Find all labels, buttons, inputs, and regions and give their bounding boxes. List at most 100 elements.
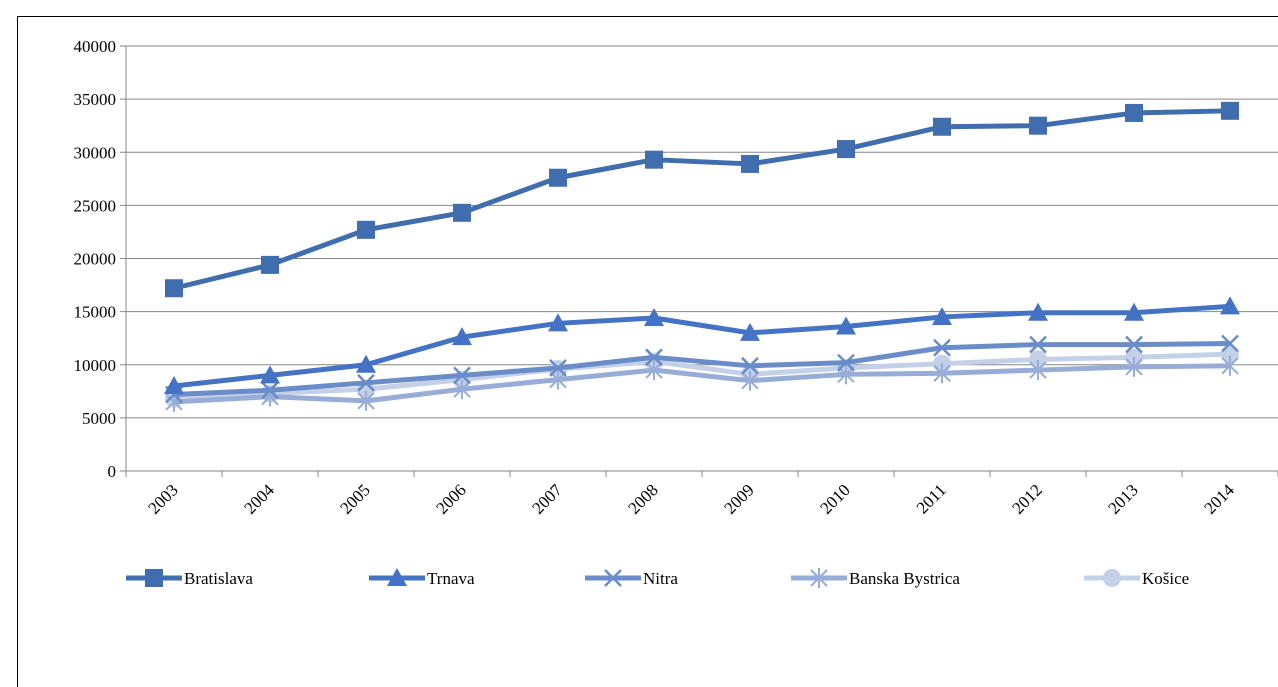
x-tick-label: 2007 — [528, 480, 566, 518]
y-tick-label: 5000 — [82, 409, 116, 428]
y-tick-label: 25000 — [74, 196, 117, 215]
legend-label: Nitra — [643, 569, 678, 588]
legend-label: Košice — [1142, 569, 1189, 588]
x-stroke — [1221, 334, 1239, 353]
series-line — [173, 303, 1231, 389]
data-point-x — [741, 356, 759, 375]
data-point-star — [741, 370, 759, 391]
data-point-x — [645, 348, 663, 367]
data-point-square — [165, 279, 183, 298]
x-tick-label: 2013 — [1104, 480, 1141, 517]
x-stroke — [357, 373, 375, 392]
x-tick-label: 2008 — [624, 480, 661, 517]
x-stroke — [933, 338, 951, 357]
data-point-triangle — [836, 316, 856, 335]
data-point-square — [453, 203, 471, 222]
data-point-square — [741, 154, 759, 173]
x-tick-labels: 2003 2004 2005 2006 2007 2008 2009 2010 2011 2012… — [144, 480, 1238, 518]
data-point-x — [604, 569, 622, 587]
data-point-x — [261, 381, 279, 400]
x-stroke — [1029, 335, 1047, 354]
data-point-square — [1029, 116, 1047, 135]
series-bratislava — [165, 101, 1239, 298]
y-tick-label: 40000 — [74, 37, 117, 56]
x-stroke — [604, 569, 622, 587]
data-point-triangle — [548, 313, 568, 332]
x-stroke — [1125, 335, 1143, 354]
axes — [120, 45, 1278, 477]
data-point-x — [453, 366, 471, 385]
legend-item: Bratislava — [126, 569, 253, 588]
data-point-triangle — [452, 327, 472, 346]
y-tick-labels: 0 5000 10000 15000 20000 25000 30000 35000 40000 — [74, 37, 117, 481]
data-point-x — [837, 353, 855, 372]
x-tick-label: 2005 — [336, 480, 373, 517]
series-nitra — [165, 334, 1239, 404]
series-layer — [164, 101, 1240, 412]
legend-label: Bratislava — [184, 569, 253, 588]
data-point-square — [1125, 103, 1143, 122]
data-point-circle — [1103, 569, 1121, 587]
legend-label: Trnava — [427, 569, 475, 588]
x-stroke — [741, 356, 759, 375]
x-tick-label: 2009 — [720, 480, 757, 517]
y-tick-label: 20000 — [74, 250, 117, 269]
data-point-x — [1221, 334, 1239, 353]
data-point-x — [1029, 335, 1047, 354]
y-tick-label: 35000 — [74, 90, 117, 109]
x-tick-label: 2010 — [816, 480, 853, 517]
data-point-triangle — [260, 365, 280, 384]
x-stroke — [261, 381, 279, 400]
data-point-square — [357, 220, 375, 239]
series-line — [173, 341, 1231, 397]
data-point-star — [1125, 356, 1143, 377]
series-line — [173, 108, 1231, 291]
series-line — [173, 363, 1231, 405]
data-point-square — [933, 117, 951, 136]
legend-item: Košice — [1084, 569, 1189, 588]
data-point-triangle — [164, 376, 184, 394]
data-point-triangle — [1124, 302, 1144, 321]
y-tick-label: 0 — [108, 462, 117, 481]
data-point-square — [549, 168, 567, 187]
data-point-triangle — [932, 306, 952, 325]
data-point-circle — [1029, 350, 1047, 369]
data-point-star — [645, 360, 663, 381]
x-tick-label: 2006 — [432, 480, 469, 517]
x-stroke — [549, 359, 567, 377]
data-point-triangle — [644, 308, 664, 326]
data-point-square — [261, 255, 279, 274]
x-tick-label: 2011 — [913, 480, 950, 517]
data-point-triangle — [740, 322, 760, 341]
data-point-star — [357, 390, 375, 411]
data-point-square — [645, 150, 663, 169]
series-banska-bystrica — [165, 355, 1239, 412]
data-point-star — [933, 363, 951, 384]
x-stroke — [837, 353, 855, 372]
data-point-square — [1221, 101, 1239, 120]
y-tick-label: 30000 — [74, 143, 117, 162]
x-tick-label: 2014 — [1200, 480, 1238, 518]
legend-item: Banska Bystrica — [791, 568, 960, 588]
data-point-triangle — [356, 354, 376, 373]
legend-item: Nitra — [585, 569, 678, 588]
data-point-square — [837, 140, 855, 159]
data-point-triangle — [387, 568, 407, 586]
x-stroke — [453, 366, 471, 385]
series-trnava — [164, 296, 1240, 394]
x-tick-label: 2012 — [1008, 480, 1045, 517]
data-point-star — [1029, 360, 1047, 381]
legend: Bratislava Trnava Nitra Banska Bystrica Koši… — [126, 568, 1189, 588]
data-point-x — [933, 338, 951, 357]
y-tick-label: 10000 — [74, 356, 117, 375]
data-point-star — [1221, 355, 1239, 376]
chart-frame — [17, 16, 1278, 687]
legend-label: Banska Bystrica — [849, 569, 960, 588]
data-point-star — [453, 379, 471, 400]
x-stroke — [645, 348, 663, 367]
data-point-x — [1125, 335, 1143, 354]
data-point-triangle — [1028, 302, 1048, 321]
y-tick-label: 15000 — [74, 303, 117, 322]
legend-item: Trnava — [369, 568, 475, 588]
